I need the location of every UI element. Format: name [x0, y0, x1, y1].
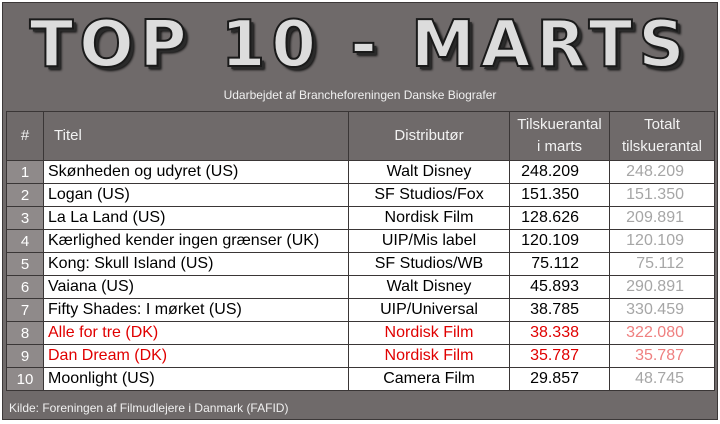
total-count-cell: 330.459 — [609, 298, 715, 322]
table-row: 8 Alle for tre (DK) Nordisk Film 38.338 322.… — [6, 321, 715, 345]
month-count-cell: 75.112 — [509, 252, 610, 276]
rank-cell: 10 — [6, 367, 44, 391]
table-row: 2 Logan (US) SF Studios/Fox 151.350 151.350 — [6, 183, 715, 207]
col-header-month-line1: Tilskuerantal — [517, 116, 602, 133]
distributor-cell: Camera Film — [348, 367, 510, 391]
total-count-cell: 248.209 — [609, 160, 715, 184]
col-header-rank: # — [6, 111, 44, 161]
total-count-cell: 75.112 — [609, 252, 715, 276]
col-header-title: Titel — [43, 111, 349, 161]
table-row: 7 Fifty Shades: I mørket (US) UIP/Universa… — [6, 298, 715, 322]
table-row: 1 Skønheden og udyret (US) Walt Disney 248.… — [6, 160, 715, 184]
title-cell: La La Land (US) — [43, 206, 349, 230]
source-note: Kilde: Foreningen af Filmudlejere i Danm… — [9, 401, 289, 415]
subtitle: Udarbejdet af Brancheforeningen Danske B… — [223, 88, 497, 102]
top10-table: # Titel Distributør Tilskuerantal i mart… — [6, 111, 715, 391]
distributor-cell: UIP/Universal — [348, 298, 510, 322]
total-count-cell: 322.080 — [609, 321, 715, 345]
col-header-total-line1: Totalt — [644, 116, 680, 133]
month-count-cell: 151.350 — [509, 183, 610, 207]
month-count-cell: 128.626 — [509, 206, 610, 230]
month-count-cell: 38.785 — [509, 298, 610, 322]
total-count-cell: 209.891 — [609, 206, 715, 230]
month-count-cell: 120.109 — [509, 229, 610, 253]
rank-cell: 5 — [6, 252, 44, 276]
distributor-cell: Walt Disney — [348, 160, 510, 184]
title-cell: Alle for tre (DK) — [43, 321, 349, 345]
distributor-cell: Walt Disney — [348, 275, 510, 299]
title-cell: Fifty Shades: I mørket (US) — [43, 298, 349, 322]
month-count-cell: 38.338 — [509, 321, 610, 345]
table-row: 9 Dan Dream (DK) Nordisk Film 35.787 35.787 — [6, 344, 715, 368]
col-header-distributor: Distributør — [348, 111, 510, 161]
table-row: 10 Moonlight (US) Camera Film 29.857 48.745 — [6, 367, 715, 391]
title-cell: Vaiana (US) — [43, 275, 349, 299]
col-header-total: Totalt tilskuerantal — [609, 111, 715, 161]
title-cell: Kong: Skull Island (US) — [43, 252, 349, 276]
rank-cell: 2 — [6, 183, 44, 207]
distributor-cell: Nordisk Film — [348, 206, 510, 230]
table-row: 4 Kærlighed kender ingen grænser (UK) UIP/… — [6, 229, 715, 253]
month-count-cell: 248.209 — [509, 160, 610, 184]
table-row: 3 La La Land (US) Nordisk Film 128.626 209.8… — [6, 206, 715, 230]
rank-cell: 6 — [6, 275, 44, 299]
distributor-cell: Nordisk Film — [348, 321, 510, 345]
month-count-cell: 29.857 — [509, 367, 610, 391]
rank-cell: 4 — [6, 229, 44, 253]
total-count-cell: 35.787 — [609, 344, 715, 368]
total-count-cell: 48.745 — [609, 367, 715, 391]
distributor-cell: SF Studios/Fox — [348, 183, 510, 207]
total-count-cell: 151.350 — [609, 183, 715, 207]
distributor-cell: SF Studios/WB — [348, 252, 510, 276]
title-cell: Kærlighed kender ingen grænser (UK) — [43, 229, 349, 253]
total-count-cell: 120.109 — [609, 229, 715, 253]
rank-cell: 1 — [6, 160, 44, 184]
distributor-cell: Nordisk Film — [348, 344, 510, 368]
table-header-row: # Titel Distributør Tilskuerantal i mart… — [6, 111, 715, 161]
distributor-cell: UIP/Mis label — [348, 229, 510, 253]
month-count-cell: 45.893 — [509, 275, 610, 299]
page-title: TOP 10 - MARTS — [29, 7, 691, 83]
month-count-cell: 35.787 — [509, 344, 610, 368]
rank-cell: 7 — [6, 298, 44, 322]
total-count-cell: 290.891 — [609, 275, 715, 299]
title-cell: Moonlight (US) — [43, 367, 349, 391]
table-row: 6 Vaiana (US) Walt Disney 45.893 290.891 — [6, 275, 715, 299]
col-header-month-line2: i marts — [537, 138, 582, 155]
title-cell: Skønheden og udyret (US) — [43, 160, 349, 184]
rank-cell: 9 — [6, 344, 44, 368]
col-header-month: Tilskuerantal i marts — [509, 111, 610, 161]
rank-cell: 8 — [6, 321, 44, 345]
col-header-total-line2: tilskuerantal — [621, 138, 703, 155]
title-cell: Logan (US) — [43, 183, 349, 207]
table-row: 5 Kong: Skull Island (US) SF Studios/WB 75.… — [6, 252, 715, 276]
title-cell: Dan Dream (DK) — [43, 344, 349, 368]
rank-cell: 3 — [6, 206, 44, 230]
